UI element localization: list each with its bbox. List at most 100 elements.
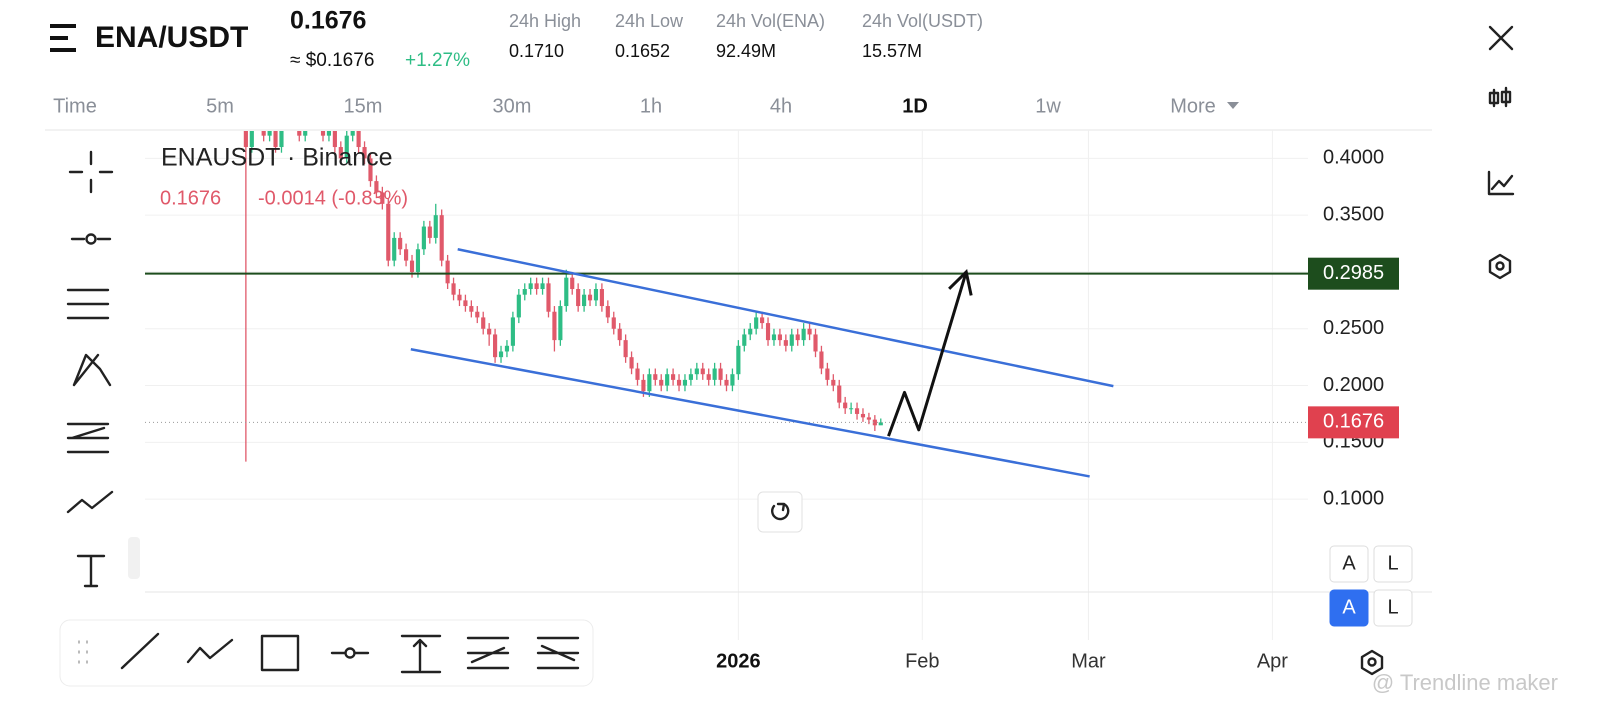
candle-body xyxy=(475,311,480,318)
candle-body xyxy=(457,294,462,301)
timeframe-tab[interactable]: 1D xyxy=(902,95,928,117)
candle-body xyxy=(587,294,593,301)
indicator-icon[interactable] xyxy=(1487,170,1515,196)
candle-body xyxy=(671,374,676,380)
candle-body xyxy=(570,277,575,290)
menu-icon[interactable] xyxy=(50,24,76,52)
candle-body xyxy=(665,374,670,386)
candle-body xyxy=(724,379,729,386)
y-tick-label: 0.1000 xyxy=(1323,487,1384,509)
stat-label: 24h Vol(USDT) xyxy=(862,11,983,31)
settings-gear[interactable] xyxy=(1360,649,1384,676)
candle-body xyxy=(481,317,486,329)
candle-body xyxy=(368,158,373,182)
candle-body xyxy=(736,345,741,375)
y-tick-label: 0.2500 xyxy=(1323,317,1384,339)
settings-icon[interactable] xyxy=(1488,253,1512,280)
candle-body xyxy=(380,192,385,204)
candle-body xyxy=(765,323,771,341)
timeframe-tab[interactable]: 1w xyxy=(1035,95,1061,117)
candle-body xyxy=(433,215,438,238)
level-label: 0.2985 xyxy=(1323,262,1384,284)
candle-body xyxy=(783,340,788,346)
scale-button[interactable] xyxy=(1373,589,1413,627)
path-tool[interactable] xyxy=(66,490,114,514)
reset-button[interactable] xyxy=(757,491,803,533)
candle-body xyxy=(694,368,699,375)
candle-body xyxy=(771,334,777,341)
candle-body xyxy=(754,317,759,329)
fib-ext-tool[interactable] xyxy=(536,636,580,670)
fib-tool[interactable] xyxy=(66,422,110,454)
candle-body xyxy=(421,226,426,250)
x-tick-label: Feb xyxy=(905,650,939,672)
candle-body xyxy=(309,79,313,102)
candle-body xyxy=(611,317,616,329)
scale-button[interactable] xyxy=(1329,545,1369,583)
scale-button-label: L xyxy=(1387,552,1398,574)
pair: ENA/USDT xyxy=(95,21,248,54)
text-tool[interactable] xyxy=(76,554,106,588)
scale-button[interactable] xyxy=(1329,589,1369,627)
candle-body xyxy=(860,413,866,418)
candle-body xyxy=(605,306,610,318)
price-tag xyxy=(1308,406,1399,439)
candle-body xyxy=(386,203,391,261)
line-tool[interactable] xyxy=(120,632,160,670)
candle-body xyxy=(635,368,640,380)
candle-body xyxy=(748,328,753,335)
polyline-tool[interactable] xyxy=(186,638,234,664)
candle-body xyxy=(267,131,272,136)
collapse-handle[interactable] xyxy=(128,537,140,579)
stat-label: 24h High xyxy=(509,11,581,31)
timeframe-tab[interactable]: 15m xyxy=(344,95,383,117)
candle-body xyxy=(730,374,735,386)
bottom-toolbar xyxy=(59,619,594,687)
y-tick-label: 0.2000 xyxy=(1323,374,1384,396)
candle-body xyxy=(564,277,569,307)
candle-body xyxy=(712,368,717,380)
candle-body xyxy=(682,379,688,386)
candle-body xyxy=(504,345,510,352)
timeframe-tab[interactable]: Time xyxy=(53,95,97,117)
parallel-tool[interactable] xyxy=(66,288,110,320)
price-label: 0.1676 xyxy=(1323,411,1384,433)
candle-body xyxy=(498,351,504,358)
candle-body xyxy=(404,249,409,261)
stat-value: 0.1652 xyxy=(615,41,670,61)
candle-body xyxy=(872,419,877,426)
candle-body xyxy=(659,379,664,386)
measure-tool[interactable] xyxy=(400,634,442,674)
candle-body xyxy=(849,408,854,410)
candle-body xyxy=(801,328,806,341)
candle-body xyxy=(582,294,587,307)
timeframe-tab[interactable]: 1h xyxy=(640,95,662,117)
candle-body xyxy=(487,328,492,335)
candle-body xyxy=(303,131,308,136)
legend-price: 0.1676 xyxy=(160,187,221,209)
scale-button[interactable] xyxy=(1373,545,1413,583)
timeframe-tab[interactable]: 5m xyxy=(206,95,234,117)
candle-body xyxy=(807,328,812,335)
rect-tool[interactable] xyxy=(260,634,300,672)
candle-body xyxy=(528,283,533,290)
fib-tool-2[interactable] xyxy=(466,636,510,670)
candle-body xyxy=(878,422,883,426)
channel-line xyxy=(457,248,1114,388)
candle-body xyxy=(843,402,848,409)
candle-body xyxy=(415,249,421,272)
close-button[interactable] xyxy=(1488,25,1514,51)
candle-body xyxy=(451,283,456,295)
candle-body xyxy=(623,340,628,358)
stat-label: 24h Vol(ENA) xyxy=(716,11,825,31)
candle-icon[interactable] xyxy=(1488,86,1512,108)
pattern-tool[interactable] xyxy=(72,353,112,387)
timeframe-tab[interactable]: 4h xyxy=(770,95,792,117)
candle-body xyxy=(825,368,830,380)
price-change: +1.27% xyxy=(405,50,470,71)
crosshair-tool[interactable] xyxy=(68,150,114,194)
timeframe-tab[interactable]: More xyxy=(1170,95,1216,117)
candle-body xyxy=(718,368,723,380)
candle-body xyxy=(398,237,403,250)
timeframe-tab[interactable]: 30m xyxy=(493,95,532,117)
